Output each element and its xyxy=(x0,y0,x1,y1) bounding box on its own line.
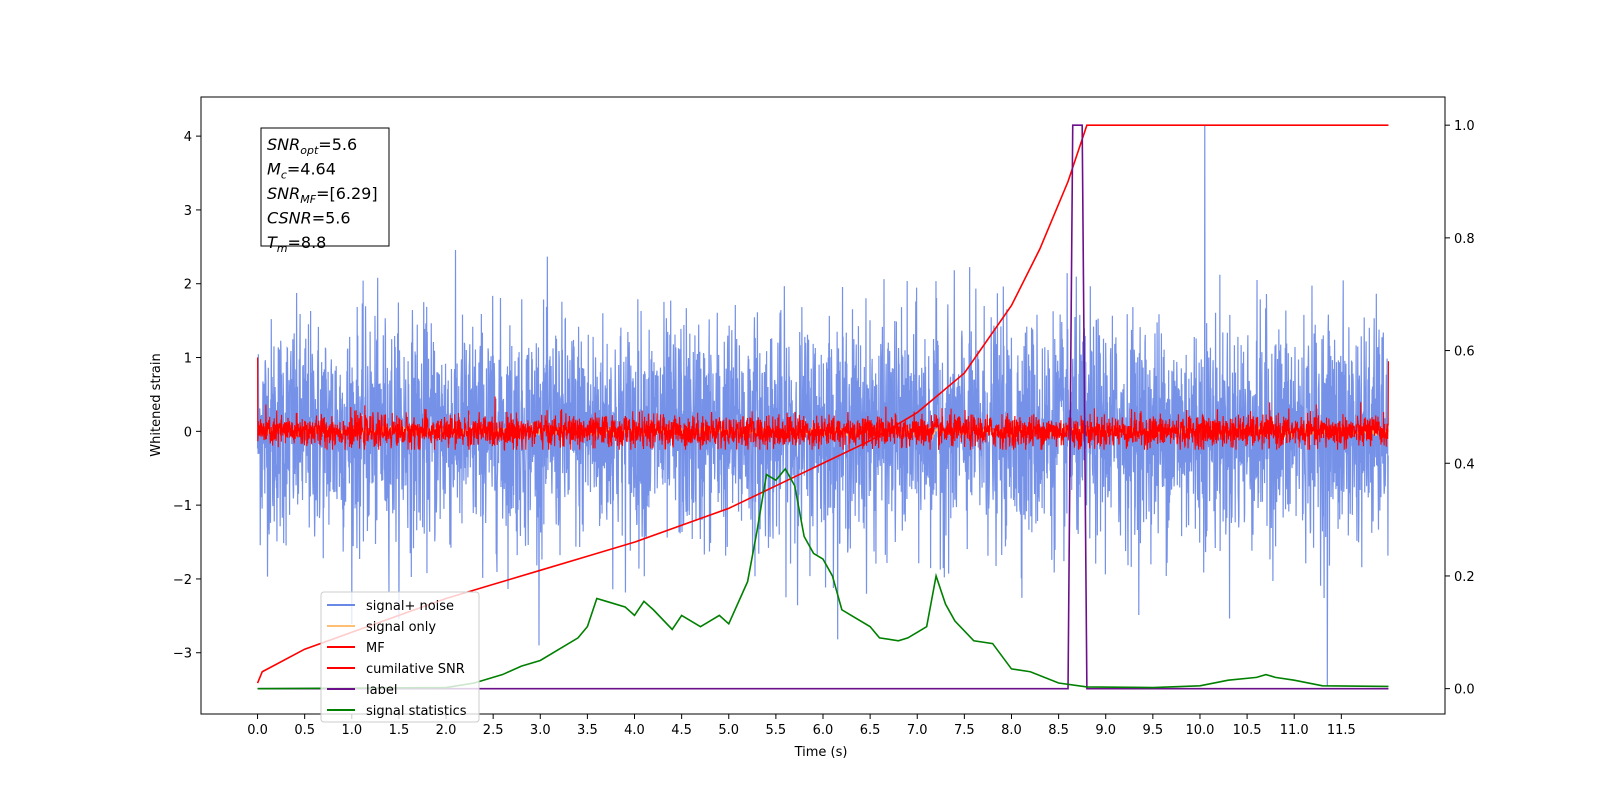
y-left-tick-label: −1 xyxy=(173,499,192,514)
x-tick-label: 10.5 xyxy=(1233,723,1262,738)
x-tick-label: 1.0 xyxy=(341,723,362,738)
x-tick-label: 0.5 xyxy=(294,723,315,738)
x-axis: 0.0 0.5 1.0 1.5 2.0 2.5 3.0 3.5 4.0 4.5 5.0 5.5 6.0 6… xyxy=(247,714,1356,738)
x-tick-label: 2.5 xyxy=(483,723,504,738)
x-axis-title: Time (s) xyxy=(794,745,848,760)
y-left-tick-label: −3 xyxy=(173,647,192,662)
x-tick-label: 3.0 xyxy=(530,723,551,738)
y-right-tick-label: 0.8 xyxy=(1454,232,1475,247)
y-left-tick-label: −2 xyxy=(173,573,192,588)
x-tick-label: 8.5 xyxy=(1048,723,1069,738)
annotation-line: SNRMF=[6.29] xyxy=(267,184,378,206)
x-tick-label: 9.0 xyxy=(1095,723,1116,738)
x-tick-label: 8.0 xyxy=(1001,723,1022,738)
x-tick-label: 1.5 xyxy=(389,723,410,738)
series-label xyxy=(257,124,1389,690)
y-right-tick-label: 1.0 xyxy=(1454,119,1475,134)
x-tick-label: 11.5 xyxy=(1327,723,1356,738)
x-tick-label: 5.5 xyxy=(766,723,787,738)
x-tick-label: 4.5 xyxy=(671,723,692,738)
x-tick-label: 9.5 xyxy=(1143,723,1164,738)
y-left-tick-label: 2 xyxy=(184,278,192,293)
series-signal-statistics xyxy=(257,467,1389,690)
legend-label: MF xyxy=(366,641,385,656)
annotation-line: CSNR=5.6 xyxy=(267,209,351,228)
x-tick-label: 5.0 xyxy=(718,723,739,738)
x-tick-label: 3.5 xyxy=(577,723,598,738)
annotation-line: Tm=8.8 xyxy=(267,233,326,255)
y-axis-left: −3 −2 −1 0 1 2 3 4 xyxy=(173,130,201,662)
legend-label: signal only xyxy=(366,620,436,635)
annotation-line: SNRopt=5.6 xyxy=(267,135,357,157)
y-axis-right: 0.0 0.2 0.4 0.6 0.8 1.0 xyxy=(1445,119,1475,698)
x-tick-label: 7.5 xyxy=(954,723,975,738)
y-left-tick-label: 0 xyxy=(184,425,192,440)
annotation-line: Mc=4.64 xyxy=(267,160,336,182)
x-tick-label: 2.0 xyxy=(436,723,457,738)
y-right-tick-label: 0.6 xyxy=(1454,345,1475,360)
series-mf xyxy=(257,357,1389,452)
legend-label: signal statistics xyxy=(366,704,467,719)
y-right-tick-label: 0.0 xyxy=(1454,683,1475,698)
x-tick-label: 7.0 xyxy=(907,723,928,738)
y-right-tick-label: 0.4 xyxy=(1454,457,1475,472)
legend-label: signal+ noise xyxy=(366,599,454,614)
annotation-frame xyxy=(260,127,390,247)
legend: signal+ noise signal only MF cumilative SNR… xyxy=(320,591,480,723)
x-tick-label: 6.0 xyxy=(813,723,834,738)
x-tick-label: 4.0 xyxy=(624,723,645,738)
x-tick-label: 11.0 xyxy=(1280,723,1309,738)
x-tick-label: 6.5 xyxy=(860,723,881,738)
x-tick-label: 10.0 xyxy=(1185,723,1214,738)
x-tick-label: 0.0 xyxy=(247,723,268,738)
y-right-tick-label: 0.2 xyxy=(1454,570,1475,585)
y-left-tick-label: 3 xyxy=(184,204,192,219)
legend-label: cumilative SNR xyxy=(366,662,465,677)
y-left-tick-label: 1 xyxy=(184,352,192,367)
y-axis-title: Whitened strain xyxy=(149,353,164,456)
legend-frame xyxy=(320,591,480,723)
y-left-tick-label: 4 xyxy=(184,130,192,145)
legend-label: label xyxy=(366,683,397,698)
